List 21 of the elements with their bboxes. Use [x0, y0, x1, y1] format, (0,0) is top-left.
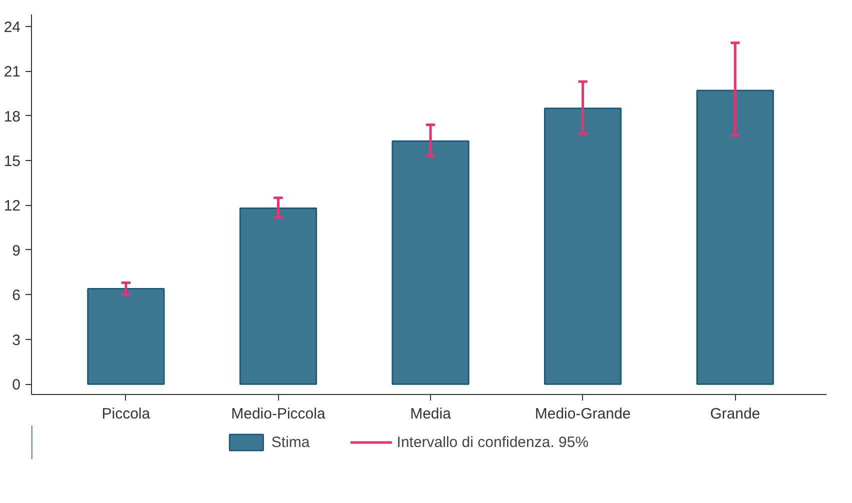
bar [544, 108, 622, 385]
y-tick-label: 12 [4, 198, 21, 215]
text: Intervallo di confidenza. 95% [396, 434, 589, 450]
y-tick-label: 6 [12, 287, 20, 304]
y-tick-label: 3 [12, 332, 20, 349]
bar [392, 140, 470, 385]
y-tick-label: 24 [4, 18, 21, 36]
x-tick-label: Media [410, 406, 452, 422]
legend-label: Stima [271, 434, 310, 450]
x-tick-label: Medio-Piccola [231, 406, 326, 422]
y-tick-label: 0 [12, 376, 20, 394]
y-tick-label: 21 [4, 64, 21, 81]
y-tick-label: 9 [12, 242, 20, 260]
y-tick-label: 15 [4, 153, 21, 170]
bar [696, 90, 774, 385]
bar [87, 288, 165, 385]
x-tick-label: Grande [710, 406, 760, 422]
x-tick-label: Medio-Grande [534, 406, 631, 422]
x-tick-label: Piccola [102, 406, 151, 422]
bar [239, 207, 318, 385]
y-tick-label: 18 [4, 108, 21, 126]
